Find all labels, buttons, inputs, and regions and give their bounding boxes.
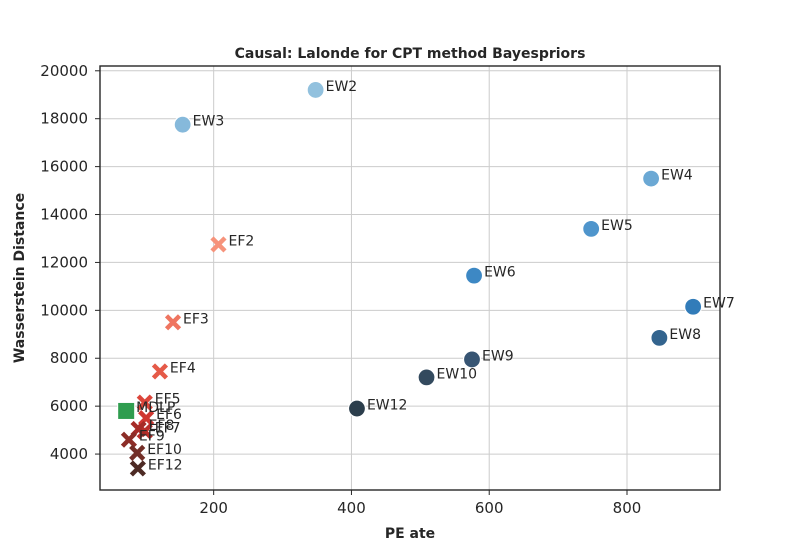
circle-marker	[417, 368, 436, 387]
y-tick-label: 10000	[40, 301, 88, 319]
data-point-ef2: EF2	[210, 233, 254, 253]
data-point-ef3: EF3	[164, 311, 209, 331]
chart-title: Causal: Lalonde for CPT method Bayesprio…	[235, 46, 586, 62]
circle-marker	[650, 328, 669, 347]
point-label: MDLP	[136, 400, 175, 416]
data-point-ew6: EW6	[464, 265, 516, 285]
point-label: EF2	[228, 233, 254, 249]
y-tick-label: 20000	[40, 62, 88, 80]
y-tick-label: 8000	[50, 349, 88, 367]
x-marker	[129, 460, 146, 477]
data-point-ef7: EF7	[136, 420, 181, 440]
circle-marker	[462, 350, 482, 369]
circle-marker	[582, 219, 601, 238]
x-tick-label: 400	[337, 499, 366, 517]
data-point-ef12: EF12	[129, 457, 183, 477]
point-label: EW7	[703, 296, 735, 312]
data-point-ew10: EW10	[417, 366, 478, 387]
x-axis-title: PE ate	[385, 526, 435, 542]
x-tick-label: 600	[475, 499, 504, 517]
circle-marker	[684, 297, 703, 316]
data-point-ef9: EF9	[120, 429, 165, 448]
x-marker	[138, 410, 155, 427]
data-point-ew3: EW3	[173, 114, 225, 134]
point-label: EW10	[437, 366, 478, 382]
x-marker	[210, 236, 227, 253]
data-point-ew7: EW7	[684, 296, 735, 316]
data-point-ef5: EF5	[136, 392, 181, 411]
data-point-ef6: EF6	[138, 407, 182, 427]
x-tick-label: 800	[613, 499, 642, 517]
point-label: EW2	[326, 79, 358, 95]
point-label: EF9	[139, 429, 165, 445]
data-point-ew4: EW4	[642, 168, 693, 188]
plot-frame	[99, 65, 721, 491]
circle-marker	[347, 399, 367, 418]
data-point-ef10: EF10	[129, 442, 182, 461]
point-label: EW8	[669, 327, 701, 343]
data-point-ew8: EW8	[650, 327, 701, 347]
y-tick-label: 6000	[50, 397, 88, 415]
point-label: EW12	[367, 398, 408, 414]
point-label: EF4	[170, 360, 196, 376]
x-tick-label: 200	[199, 499, 228, 517]
data-point-ew9: EW9	[462, 348, 514, 369]
point-label: EF8	[149, 418, 175, 434]
y-tick-label: 12000	[40, 253, 88, 271]
point-label: EF3	[183, 311, 209, 327]
point-label: EF6	[156, 407, 182, 423]
x-marker	[136, 394, 153, 411]
data-point-ew12: EW12	[347, 398, 408, 418]
data-point-mdlp: MDLP	[117, 400, 175, 420]
circle-marker	[173, 115, 192, 134]
circle-marker	[642, 169, 661, 188]
x-axis-ticks: 200 400 600 800	[199, 490, 641, 517]
y-tick-label: 18000	[40, 110, 88, 128]
point-label: EF12	[148, 457, 183, 473]
point-label: EW6	[484, 265, 516, 281]
x-marker	[120, 431, 138, 448]
point-label: EW5	[601, 218, 633, 234]
y-axis-title: Wasserstein Distance	[12, 193, 28, 363]
circle-marker	[464, 266, 484, 285]
point-label: EW4	[661, 168, 693, 184]
point-label: EW3	[193, 114, 225, 130]
grid	[100, 66, 720, 490]
data-point-ew5: EW5	[582, 218, 633, 238]
point-label: EF5	[155, 392, 181, 408]
x-marker	[129, 444, 146, 461]
point-label: EW9	[482, 348, 514, 364]
y-tick-label: 4000	[50, 445, 88, 463]
x-marker	[151, 363, 169, 380]
circle-marker	[306, 80, 325, 100]
data-point-ef4: EF4	[151, 360, 196, 380]
point-label: EF10	[147, 442, 182, 458]
data-point-ew2: EW2	[306, 79, 358, 100]
y-tick-label: 16000	[40, 158, 88, 176]
x-marker	[164, 314, 182, 331]
y-axis-ticks: 4000 6000 8000 10000 12000 14000 16000 18000 200…	[40, 62, 100, 463]
y-tick-label: 14000	[40, 206, 88, 224]
point-label: EF7	[155, 420, 181, 436]
square-marker	[117, 401, 136, 420]
